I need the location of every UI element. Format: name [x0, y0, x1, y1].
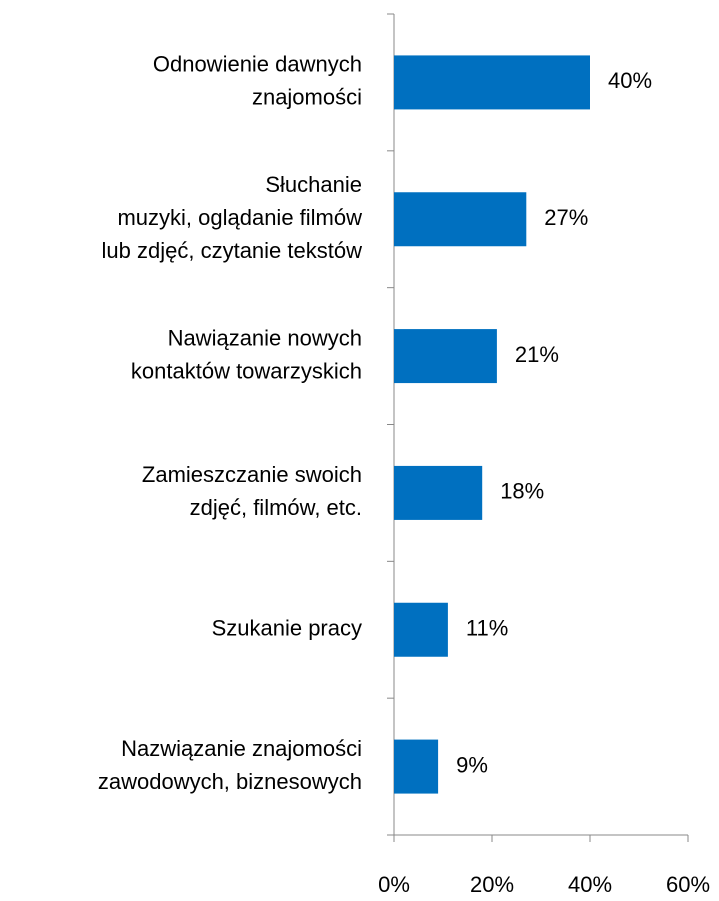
- bar: [394, 739, 439, 794]
- category-label: Odnowienie dawnych znajomości: [153, 52, 362, 110]
- category-label: Szukanie pracy: [212, 616, 362, 641]
- category-label-line: Nazwiązanie znajomości: [121, 736, 362, 761]
- category-label-line: znajomości: [252, 85, 362, 110]
- category-label: Nazwiązanie znajomości zawodowych, biznes…: [98, 736, 362, 794]
- category-label-line: Szukanie pracy: [212, 616, 362, 641]
- category-label-line: lub zdjęć, czytanie tekstów: [102, 238, 363, 263]
- category-label-line: muzyki, oglądanie filmów: [117, 205, 362, 230]
- value-label: 9%: [456, 752, 488, 777]
- bar: [394, 465, 483, 520]
- x-tick-label: 40%: [568, 872, 612, 897]
- value-label: 11%: [466, 616, 508, 641]
- category-label: Zamieszczanie swoich zdjęć, filmów, etc.: [142, 462, 362, 520]
- category-label-line: Zamieszczanie swoich: [142, 462, 362, 487]
- category-label-line: zdjęć, filmów, etc.: [190, 495, 362, 520]
- bar: [394, 55, 590, 110]
- category-label-line: Nawiązanie nowych: [168, 325, 362, 350]
- x-tick-label: 20%: [470, 872, 514, 897]
- bar: [394, 602, 448, 657]
- bar: [394, 329, 497, 384]
- x-tick-label: 0%: [378, 872, 410, 897]
- category-label-line: Odnowienie dawnych: [153, 52, 362, 77]
- category-label: Słuchanie muzyki, oglądanie filmów lub zdj…: [102, 172, 363, 263]
- category-label-line: kontaktów towarzyskich: [131, 358, 362, 383]
- category-label-line: Słuchanie: [265, 172, 362, 197]
- x-tick-label: 60%: [666, 872, 710, 897]
- bar: [394, 192, 527, 247]
- value-label: 21%: [515, 342, 559, 367]
- category-label: Nawiązanie nowych kontaktów towarzyskich: [131, 325, 362, 383]
- value-label: 40%: [608, 68, 652, 93]
- value-label: 27%: [544, 205, 588, 230]
- value-label: 18%: [500, 479, 544, 504]
- category-label-line: zawodowych, biznesowych: [98, 769, 362, 794]
